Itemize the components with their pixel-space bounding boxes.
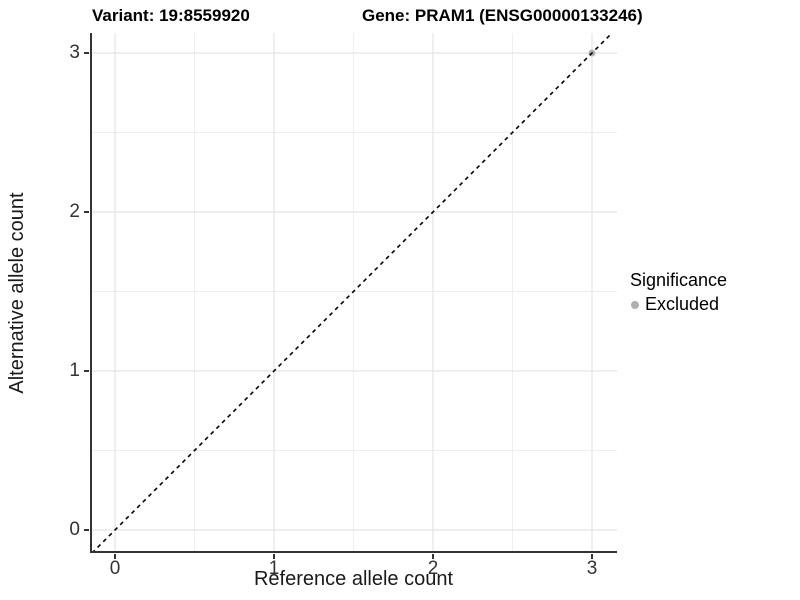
legend-title: Significance	[630, 270, 728, 290]
legend-item-label: Excluded	[645, 294, 720, 314]
x-tick-label: 0	[109, 558, 121, 579]
legend-key-dot-icon	[631, 300, 639, 309]
y-tick-label: 2	[69, 201, 80, 222]
legend-items: Excluded	[630, 294, 727, 315]
x-tick-label: 2	[427, 558, 439, 579]
plot-panel	[90, 33, 617, 553]
x-tick-label: 1	[268, 558, 280, 579]
y-tick-label: 0	[69, 519, 80, 540]
legend: Significance Excluded	[630, 270, 727, 315]
x-axis-title: Reference allele count	[253, 568, 453, 590]
y-tick-mark	[84, 52, 89, 54]
plot-title-gene: Gene: PRAM1 (ENSG00000133246)	[362, 6, 643, 25]
x-tick-mark	[432, 554, 434, 559]
y-tick-label: 3	[69, 42, 80, 63]
y-tick-mark	[84, 211, 89, 213]
y-tick-mark	[84, 529, 89, 531]
y-tick-mark	[84, 370, 89, 372]
x-tick-mark	[273, 554, 275, 559]
x-tick-label: 3	[586, 558, 598, 579]
y-axis-title: Alternative allele count	[6, 192, 28, 394]
identity-line	[91, 33, 613, 553]
plot-title-variant: Variant: 19:8559920	[92, 6, 250, 25]
x-tick-mark	[114, 554, 116, 559]
legend-item-excluded: Excluded	[630, 294, 727, 315]
x-tick-mark	[591, 554, 593, 559]
y-tick-label: 1	[69, 360, 80, 381]
